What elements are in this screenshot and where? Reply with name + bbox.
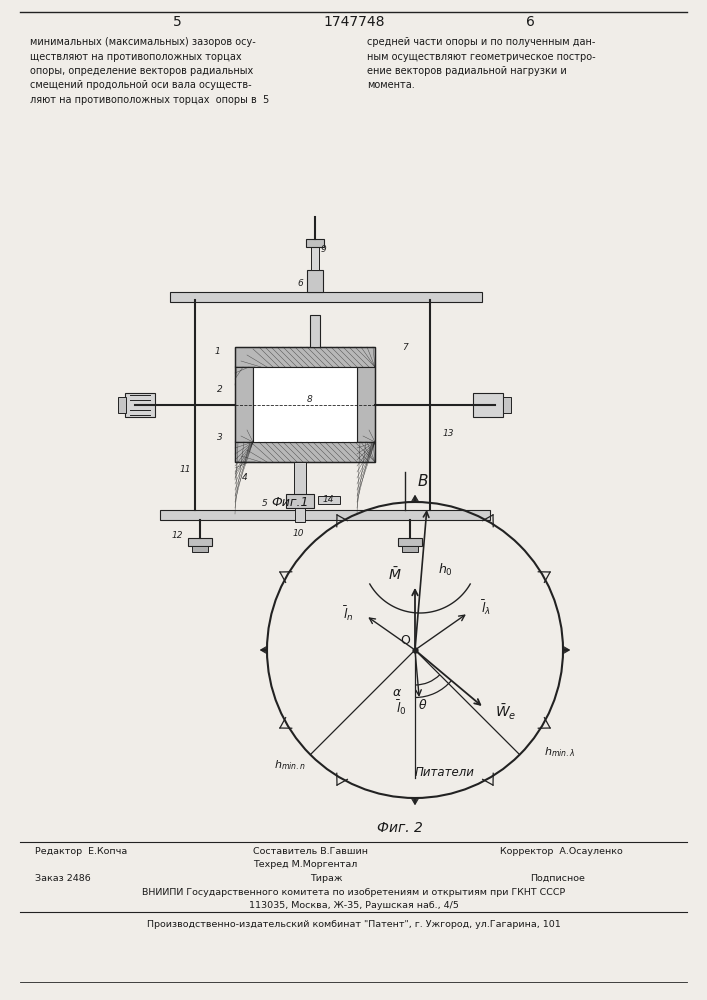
- Bar: [286, 494, 314, 508]
- Bar: [357, 367, 375, 442]
- Text: Редактор  Е.Копча: Редактор Е.Копча: [35, 847, 127, 856]
- Text: ляют на противоположных торцах  опоры в  5: ляют на противоположных торцах опоры в 5: [30, 95, 269, 105]
- Text: Фиг. 2: Фиг. 2: [377, 821, 423, 835]
- Text: $\bar{M}$: $\bar{M}$: [388, 567, 402, 583]
- Text: $\bar{W}_e$: $\bar{W}_e$: [495, 703, 517, 722]
- Text: O: O: [400, 634, 410, 647]
- Text: опоры, определение векторов радиальных: опоры, определение векторов радиальных: [30, 66, 253, 76]
- Text: 12: 12: [171, 530, 182, 540]
- Bar: [235, 367, 253, 442]
- Bar: [294, 462, 306, 494]
- Bar: [235, 347, 375, 367]
- Bar: [192, 546, 208, 552]
- Text: 13: 13: [443, 428, 454, 438]
- Bar: [398, 538, 422, 546]
- Text: 2: 2: [217, 385, 223, 394]
- Text: Фиг.1: Фиг.1: [271, 495, 309, 508]
- Text: 6: 6: [297, 279, 303, 288]
- Bar: [125, 393, 155, 417]
- Text: Питатели: Питатели: [415, 766, 475, 780]
- Bar: [188, 538, 212, 546]
- Text: Составитель В.Гавшин: Составитель В.Гавшин: [253, 847, 368, 856]
- Bar: [235, 442, 375, 462]
- Text: 5: 5: [173, 15, 182, 29]
- Text: $\bar{l}_n$: $\bar{l}_n$: [342, 604, 354, 623]
- Text: Производственно-издательский комбинат "Патент", г. Ужгород, ул.Гагарина, 101: Производственно-издательский комбинат "П…: [147, 920, 561, 929]
- Text: 14: 14: [322, 495, 334, 504]
- Text: $h_{min.n}$: $h_{min.n}$: [274, 758, 305, 772]
- Text: $\bar{l}_\lambda$: $\bar{l}_\lambda$: [481, 598, 491, 617]
- Text: 1747748: 1747748: [323, 15, 385, 29]
- Text: 113035, Москва, Ж-35, Раушская наб., 4/5: 113035, Москва, Ж-35, Раушская наб., 4/5: [249, 901, 459, 910]
- Text: ществляют на противоположных торцах: ществляют на противоположных торцах: [30, 51, 242, 62]
- Text: Техред М.Моргентал: Техред М.Моргентал: [253, 860, 357, 869]
- Text: средней части опоры и по полученным дан-: средней части опоры и по полученным дан-: [367, 37, 595, 47]
- Text: 8: 8: [307, 395, 313, 404]
- Bar: [253, 367, 357, 442]
- Bar: [118, 397, 126, 413]
- Bar: [402, 546, 418, 552]
- Text: 6: 6: [525, 15, 534, 29]
- Bar: [307, 270, 323, 292]
- Bar: [503, 397, 511, 413]
- Text: Заказ 2486: Заказ 2486: [35, 874, 90, 883]
- Bar: [235, 347, 375, 462]
- Text: 11: 11: [180, 466, 191, 475]
- Text: 3: 3: [217, 432, 223, 442]
- Text: 9: 9: [320, 245, 326, 254]
- Text: 1: 1: [214, 348, 220, 357]
- Text: $\bar{l}_0$: $\bar{l}_0$: [396, 699, 407, 717]
- Text: 4: 4: [242, 473, 248, 482]
- Text: момента.: момента.: [367, 81, 415, 91]
- Text: ВНИИПИ Государственного комитета по изобретениям и открытиям при ГКНТ СССР: ВНИИПИ Государственного комитета по изоб…: [142, 888, 566, 897]
- Text: минимальных (максимальных) зазоров осу-: минимальных (максимальных) зазоров осу-: [30, 37, 256, 47]
- Bar: [160, 510, 490, 520]
- Text: смещений продольной оси вала осуществ-: смещений продольной оси вала осуществ-: [30, 81, 252, 91]
- Text: ным осуществляют геометрическое постро-: ным осуществляют геометрическое постро-: [367, 51, 595, 62]
- Bar: [473, 393, 503, 417]
- Text: 10: 10: [292, 530, 304, 538]
- Text: Тираж: Тираж: [310, 874, 342, 883]
- Bar: [295, 508, 305, 522]
- Bar: [311, 242, 319, 270]
- Text: $\alpha$: $\alpha$: [392, 686, 402, 698]
- Bar: [318, 496, 340, 504]
- Text: Корректор  А.Осауленко: Корректор А.Осауленко: [500, 847, 623, 856]
- Text: $h_{min.\lambda}$: $h_{min.\lambda}$: [544, 745, 575, 759]
- Text: B: B: [418, 475, 428, 489]
- Bar: [170, 292, 482, 302]
- Text: 7: 7: [402, 342, 408, 352]
- Bar: [310, 315, 320, 347]
- Text: 5: 5: [262, 499, 268, 508]
- Text: Подписное: Подписное: [530, 874, 585, 883]
- Bar: [306, 239, 324, 247]
- Text: ение векторов радиальной нагрузки и: ение векторов радиальной нагрузки и: [367, 66, 567, 76]
- Text: $\theta$: $\theta$: [419, 698, 428, 712]
- Text: $h_0$: $h_0$: [438, 562, 452, 578]
